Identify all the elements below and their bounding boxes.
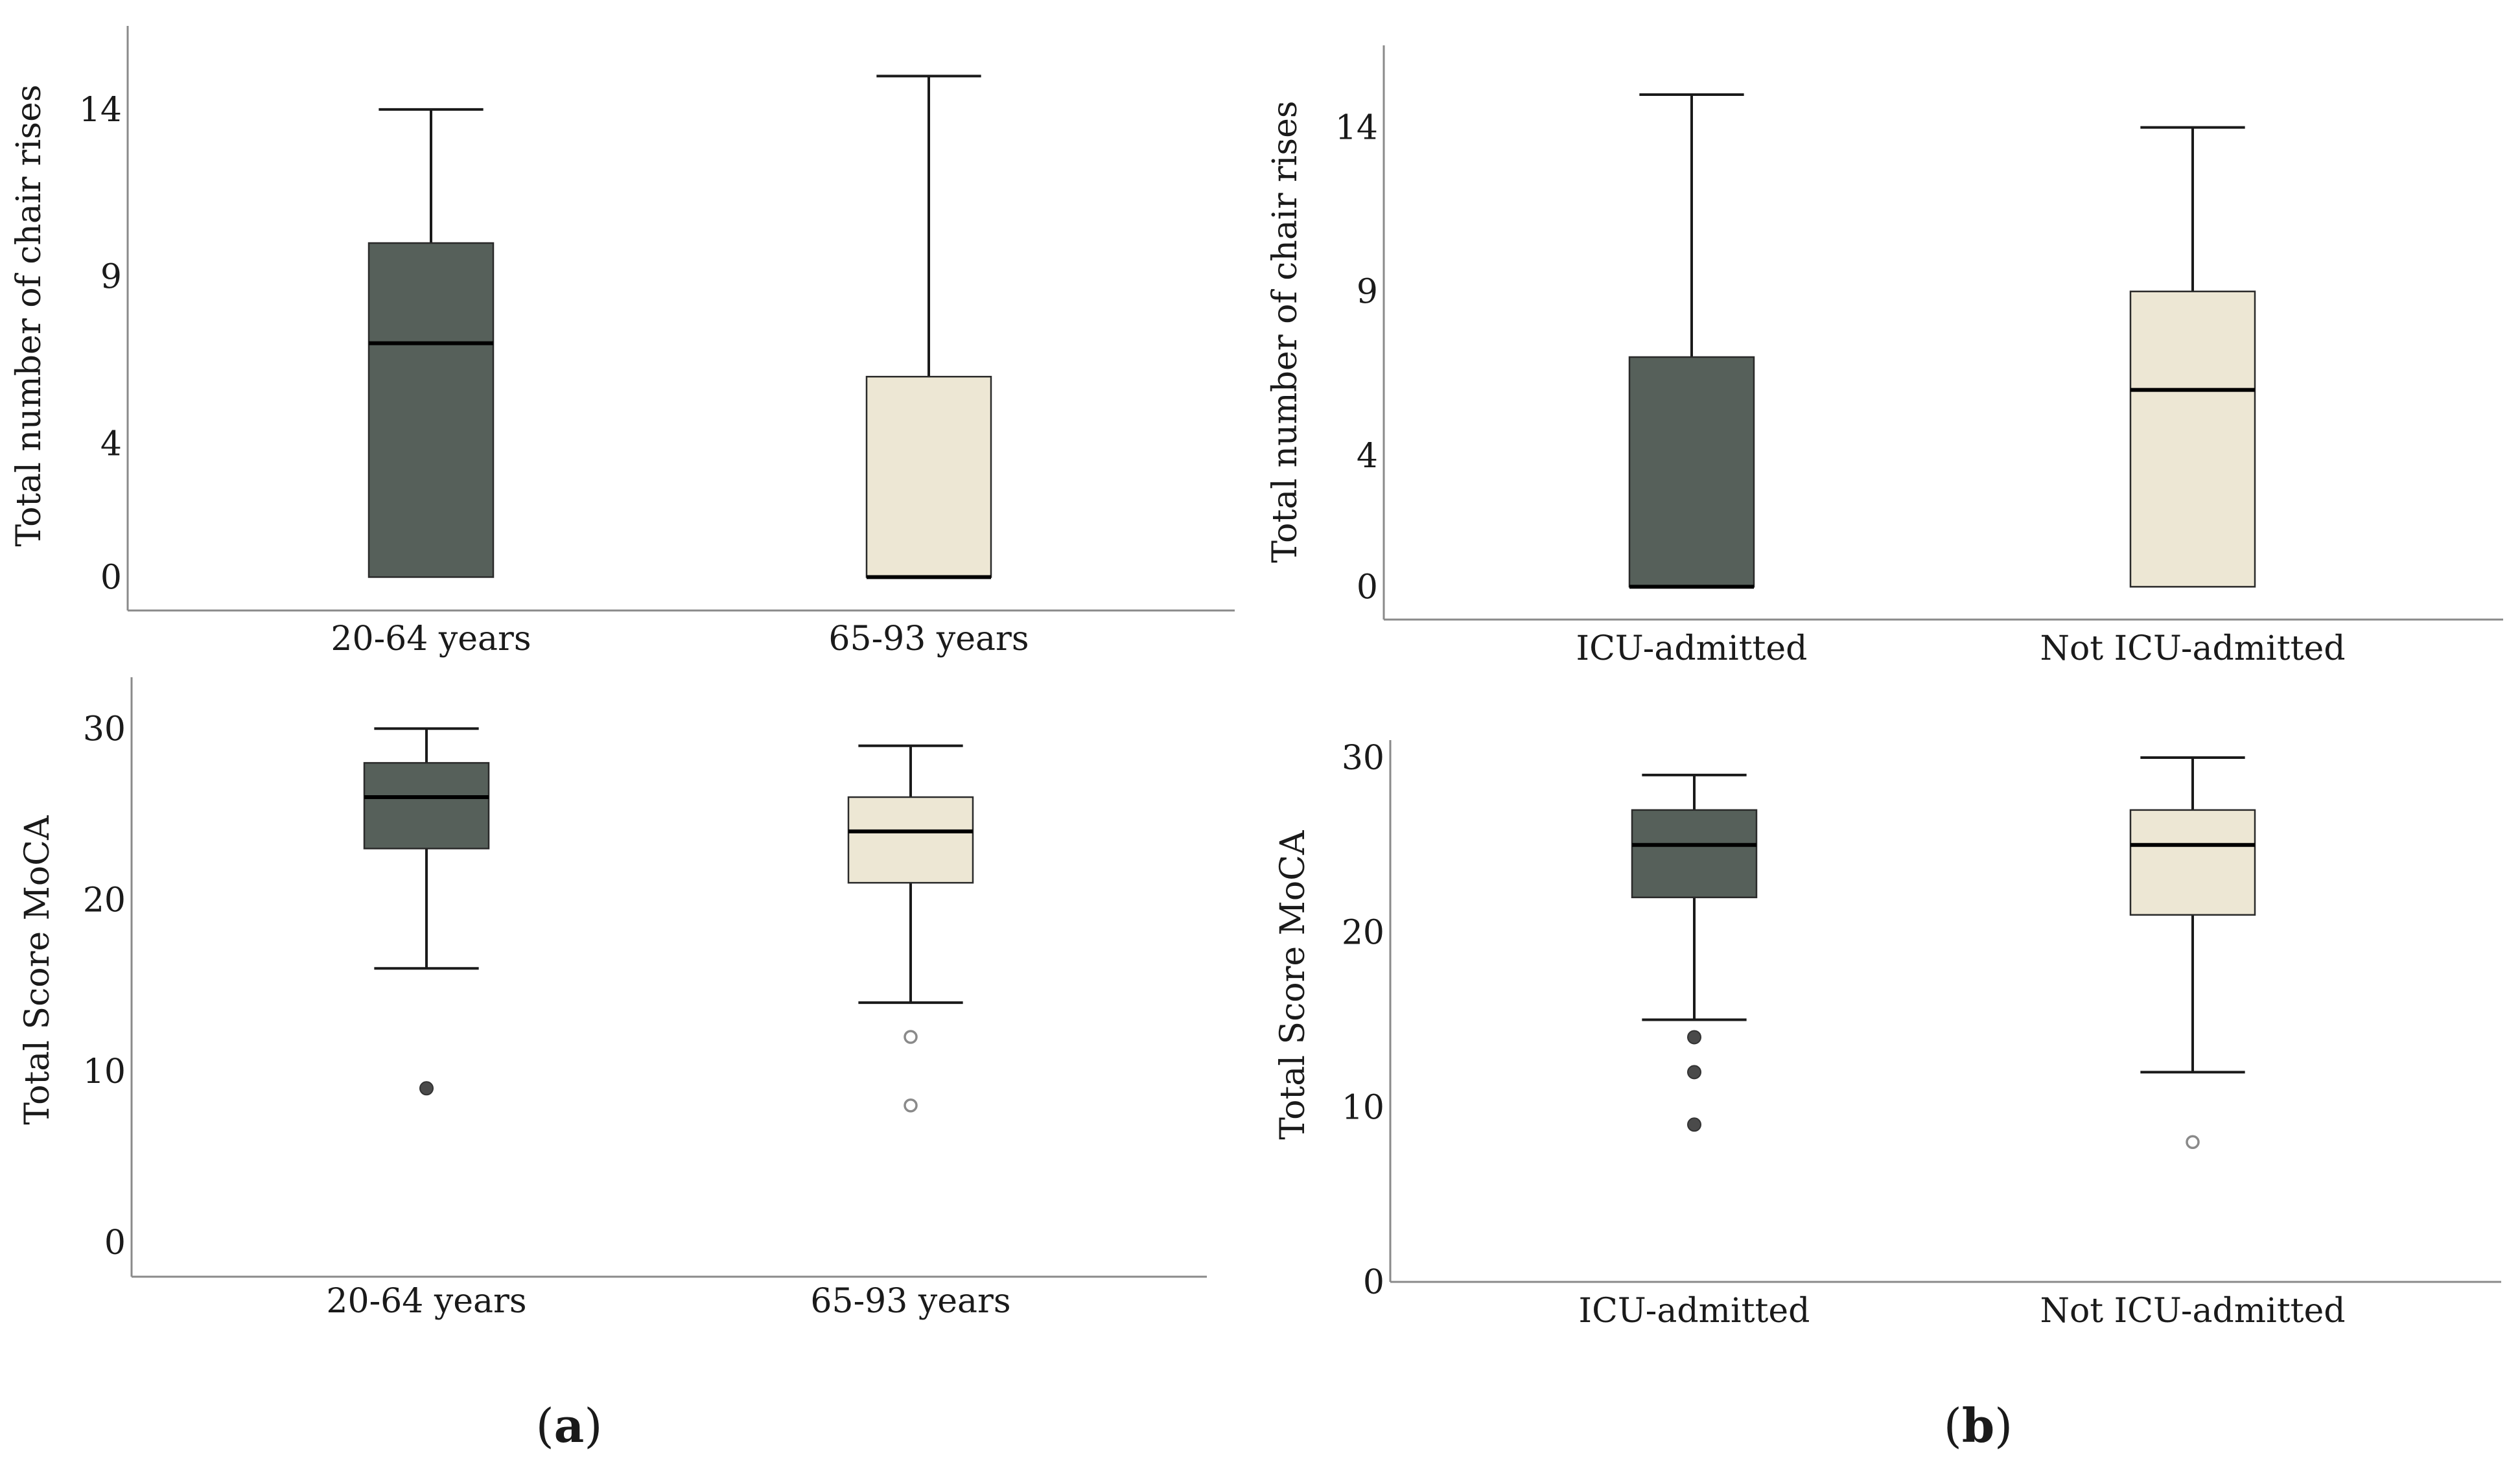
y-tick-label: 30	[83, 710, 126, 749]
x-category-label: 20-64 years	[331, 620, 531, 658]
outlier-point	[1687, 1030, 1701, 1045]
x-category-label: Not ICU-admitted	[2040, 629, 2345, 668]
outlier-point	[904, 1098, 918, 1113]
panel-label-a: (a)	[536, 1398, 603, 1453]
outlier-point	[1687, 1065, 1701, 1080]
y-tick-label: 14	[79, 91, 122, 130]
x-category-label: 65-93 years	[828, 620, 1029, 658]
y-tick-label: 0	[1363, 1263, 1384, 1302]
y-tick-label: 10	[83, 1052, 126, 1091]
y-tick-label: 9	[1357, 273, 1378, 312]
y-tick-label: 20	[83, 881, 126, 920]
box-iqr	[368, 242, 495, 578]
outlier-point	[1687, 1117, 1701, 1132]
outlier-point	[904, 1030, 918, 1044]
x-category-label: 65-93 years	[810, 1282, 1010, 1321]
x-category-label: ICU-admitted	[1579, 1292, 1810, 1330]
x-category-label: Not ICU-admitted	[2040, 1292, 2345, 1330]
box-iqr	[2129, 290, 2256, 588]
box-iqr	[2129, 809, 2256, 916]
y-axis-label: Total Score MoCA	[18, 815, 57, 1125]
chart-a-moca: 0 10 20 30 Total Score MoCA 20-64 years 65-93 …	[18, 677, 1207, 1321]
y-tick-label: 0	[100, 558, 122, 597]
y-tick-label: 4	[1357, 437, 1378, 476]
y-tick-label: 20	[1342, 914, 1384, 953]
chart-b-chair-rises: 0 4 9 14 Total number of chair rises ICU-admi…	[1266, 45, 2503, 668]
y-axis-label: Total Score MoCA	[1274, 830, 1312, 1140]
y-tick-label: 4	[100, 424, 122, 463]
y-tick-label: 9	[100, 258, 122, 297]
y-tick-label: 14	[1335, 109, 1378, 148]
y-tick-label: 0	[104, 1224, 126, 1262]
y-tick-label: 0	[1357, 568, 1378, 607]
chart-b-moca: 0 10 20 30 Total Score MoCA ICU-admitted Not I…	[1274, 739, 2501, 1330]
y-axis-label: Total number of chair rises	[10, 84, 49, 546]
box-iqr	[363, 761, 490, 850]
y-axis-label: Total number of chair rises	[1266, 100, 1305, 563]
y-tick-label: 30	[1342, 739, 1384, 778]
box-iqr	[1631, 809, 1758, 898]
panel-label-b: (b)	[1944, 1398, 2013, 1453]
x-category-label: 20-64 years	[326, 1282, 526, 1321]
outlier-point	[419, 1081, 434, 1096]
box-iqr	[1628, 356, 1755, 588]
y-tick-label: 10	[1342, 1088, 1384, 1127]
outlier-point	[2186, 1135, 2200, 1150]
box-iqr	[847, 796, 974, 884]
box-iqr	[865, 375, 992, 578]
chart-a-chair-rises: 0 4 9 14 Total number of chair rises 20-64 ye…	[10, 26, 1235, 658]
x-category-label: ICU-admitted	[1576, 629, 1808, 668]
